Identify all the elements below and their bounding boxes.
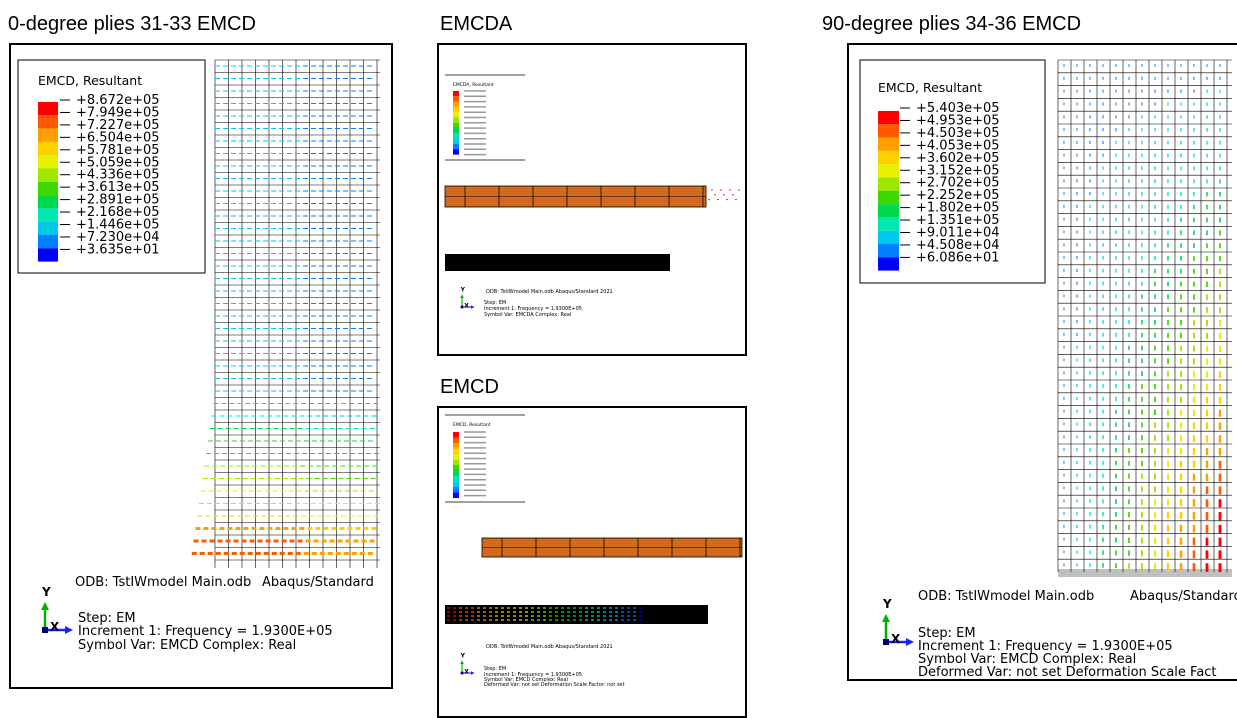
legend-swatch bbox=[453, 149, 459, 154]
deformed-info: Deformed Var: not set Deformation Scale … bbox=[484, 682, 625, 688]
legend-swatch bbox=[453, 123, 459, 128]
triad-label: X bbox=[464, 302, 469, 309]
triad-label: Y bbox=[460, 287, 466, 294]
odb-info: ODB: TstIWmodel Main.odb Abaqus/Standard… bbox=[486, 644, 613, 650]
legend-swatch bbox=[38, 195, 58, 208]
legend-swatch bbox=[453, 482, 459, 488]
legend-swatch bbox=[878, 204, 899, 217]
triad-origin bbox=[883, 639, 889, 645]
legend-swatch bbox=[453, 449, 459, 455]
legend-swatch bbox=[38, 208, 58, 221]
legend-swatch bbox=[878, 138, 899, 151]
legend-title: EMCDA, Resultant bbox=[453, 82, 494, 88]
legend-swatch bbox=[453, 133, 459, 138]
triad-label: Y bbox=[882, 597, 892, 611]
legend-swatch bbox=[453, 493, 459, 499]
legend-swatch bbox=[38, 248, 58, 261]
legend-swatch bbox=[878, 244, 899, 257]
odb-info: ODB: TstIWmodel Main.odb bbox=[75, 575, 251, 590]
legend-swatch bbox=[453, 144, 459, 149]
legend-label: +6.086e+01 bbox=[916, 250, 1000, 265]
symbol-info: Symbol Var: EMCDA Complex: Real bbox=[484, 312, 571, 318]
legend-swatch bbox=[38, 102, 58, 115]
panel-title: 90-degree plies 34-36 EMCD bbox=[822, 13, 1081, 35]
legend-swatch bbox=[453, 91, 459, 96]
legend-swatch bbox=[878, 257, 899, 270]
legend-swatch bbox=[453, 432, 459, 438]
legend-swatch bbox=[38, 235, 58, 248]
figure: 0-degree plies 31-33 EMCD EMCDA EMCD 90-deg… bbox=[0, 0, 1237, 718]
legend-swatch bbox=[878, 164, 899, 177]
legend-swatch bbox=[453, 128, 459, 133]
legend-swatch bbox=[38, 142, 58, 155]
triad-origin bbox=[42, 627, 48, 633]
triad-origin bbox=[461, 306, 464, 309]
panel-title: EMCD bbox=[440, 376, 499, 398]
legend-swatch bbox=[453, 465, 459, 471]
legend-swatch bbox=[453, 471, 459, 477]
triad-label: X bbox=[891, 632, 901, 646]
solver-info: Abaqus/Standard bbox=[1130, 589, 1237, 604]
legend-swatch bbox=[38, 129, 58, 142]
legend-swatch bbox=[453, 454, 459, 460]
legend-swatch bbox=[38, 115, 58, 128]
legend-swatch bbox=[453, 118, 459, 123]
legend-swatch bbox=[38, 222, 58, 235]
legend-title: EMCD, Resultant bbox=[38, 73, 142, 88]
legend-swatch bbox=[453, 112, 459, 117]
legend-title: EMCD, Resultant bbox=[878, 80, 982, 95]
panel-title: 0-degree plies 31-33 EMCD bbox=[8, 13, 256, 35]
triad-label: X bbox=[50, 620, 60, 634]
legend-swatch bbox=[453, 107, 459, 112]
legend-swatch bbox=[453, 487, 459, 493]
legend-swatch bbox=[453, 476, 459, 482]
legend-swatch bbox=[38, 169, 58, 182]
legend-swatch bbox=[878, 178, 899, 191]
beam-shadow bbox=[445, 254, 670, 271]
legend-title: EMCD, Resultant bbox=[453, 422, 491, 428]
legend-swatch bbox=[453, 443, 459, 449]
deformed-info: Deformed Var: not set Deformation Scale … bbox=[918, 665, 1217, 680]
legend-swatch bbox=[878, 231, 899, 244]
triad-label: X bbox=[464, 668, 469, 675]
legend-swatch bbox=[38, 155, 58, 168]
legend-swatch bbox=[453, 102, 459, 107]
legend-swatch bbox=[878, 124, 899, 137]
legend-swatch bbox=[878, 111, 899, 124]
triad-origin bbox=[461, 672, 464, 675]
legend-swatch bbox=[453, 438, 459, 444]
triad-label: Y bbox=[460, 653, 466, 660]
legend-swatch bbox=[878, 217, 899, 230]
odb-info: ODB: TstIWmodel Main.odb bbox=[918, 589, 1094, 604]
legend-swatch bbox=[38, 182, 58, 195]
solver-info: Abaqus/Standard bbox=[262, 575, 374, 590]
symbol-info: Symbol Var: EMCD Complex: Real bbox=[78, 638, 296, 653]
panel-title: EMCDA bbox=[440, 13, 513, 35]
legend-swatch bbox=[453, 460, 459, 466]
legend-label: +3.635e+01 bbox=[76, 242, 160, 257]
legend-swatch bbox=[878, 191, 899, 204]
increment-info: Increment 1: Frequency = 1.9300E+05 bbox=[78, 624, 333, 639]
triad-label: Y bbox=[41, 585, 51, 599]
legend-swatch bbox=[878, 151, 899, 164]
legend-swatch bbox=[453, 96, 459, 101]
odb-info: ODB: TstIWmodel Main.odb Abaqus/Standard… bbox=[486, 289, 613, 295]
legend-swatch bbox=[453, 139, 459, 144]
